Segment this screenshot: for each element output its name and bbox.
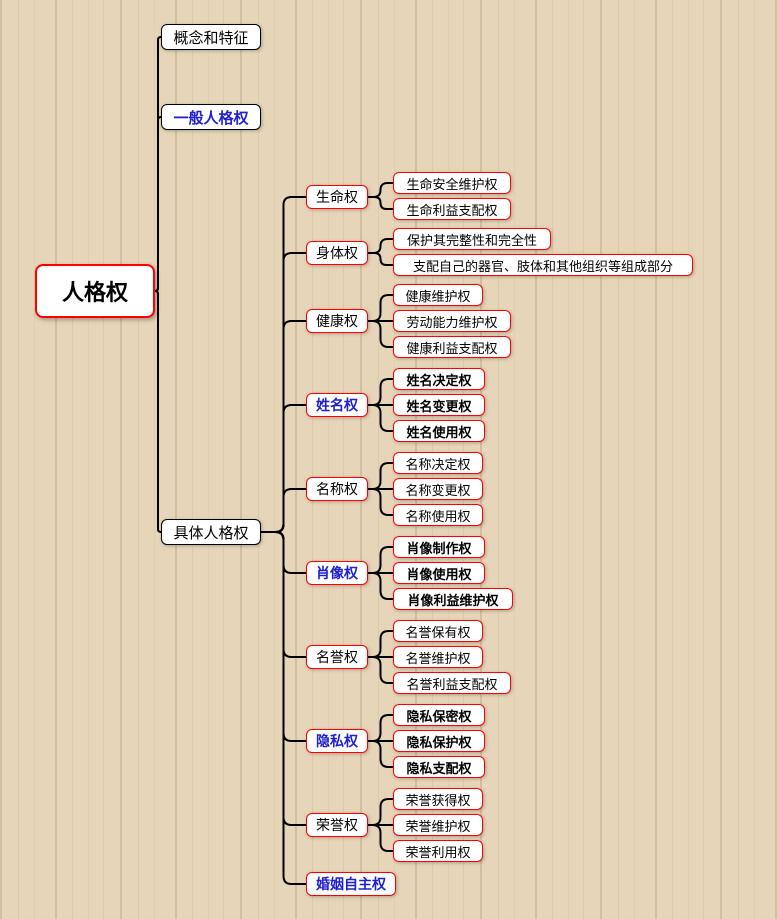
l3-node-body-2-label: 保护其完整性和完全性 (407, 230, 537, 249)
l3-node-reputation-18-label: 名誉利益支配权 (406, 674, 497, 693)
l3-node-honor-24-label: 荣誉利用权 (405, 842, 470, 861)
l3-node-portrait-15: 肖像利益维护权 (393, 588, 513, 610)
l3-node-honor-22-label: 荣誉获得权 (405, 790, 470, 809)
l3-node-portrait-13: 肖像制作权 (393, 536, 485, 558)
l2-node-portrait: 肖像权 (306, 561, 368, 585)
l3-node-health-5-label: 劳动能力维护权 (406, 312, 497, 331)
l3-node-honor-22: 荣誉获得权 (393, 788, 483, 810)
l2-node-name: 姓名权 (306, 393, 368, 417)
l1-node-specific-label: 具体人格权 (173, 522, 248, 543)
l3-node-name-9: 姓名使用权 (393, 420, 485, 442)
l3-node-life-1: 生命利益支配权 (393, 198, 511, 220)
l2-node-body-label: 身体权 (316, 243, 358, 263)
l3-node-health-6: 健康利益支配权 (393, 336, 511, 358)
l2-node-life-label: 生命权 (316, 187, 358, 207)
l3-node-title-12-label: 名称使用权 (405, 506, 470, 525)
l3-node-life-0: 生命安全维护权 (393, 172, 511, 194)
l2-node-honor: 荣誉权 (306, 813, 368, 837)
l3-node-title-12: 名称使用权 (393, 504, 483, 526)
l3-node-portrait-13-label: 肖像制作权 (406, 538, 471, 557)
l3-node-body-3-label: 支配自己的器官、肢体和其他组织等组成部分 (413, 256, 673, 275)
l3-node-privacy-21-label: 隐私支配权 (406, 758, 471, 777)
l3-node-reputation-17: 名誉维护权 (393, 646, 483, 668)
l2-node-privacy-label: 隐私权 (316, 731, 358, 751)
l3-node-health-4: 健康维护权 (393, 284, 483, 306)
l3-node-health-4-label: 健康维护权 (405, 286, 470, 305)
l2-node-body: 身体权 (306, 241, 368, 265)
l3-node-name-8-label: 姓名变更权 (406, 396, 471, 415)
l3-node-portrait-14-label: 肖像使用权 (406, 564, 471, 583)
l3-node-health-5: 劳动能力维护权 (393, 310, 511, 332)
l3-node-body-3: 支配自己的器官、肢体和其他组织等组成部分 (393, 254, 693, 276)
l2-node-marriage: 婚姻自主权 (306, 872, 396, 896)
l2-node-portrait-label: 肖像权 (316, 563, 358, 583)
l3-node-name-7-label: 姓名决定权 (406, 370, 471, 389)
l3-node-title-10-label: 名称决定权 (405, 454, 470, 473)
l3-node-privacy-19: 隐私保密权 (393, 704, 485, 726)
l3-node-life-1-label: 生命利益支配权 (406, 200, 497, 219)
background-wood (0, 0, 777, 919)
l3-node-reputation-17-label: 名誉维护权 (405, 648, 470, 667)
l2-node-reputation-label: 名誉权 (316, 647, 358, 667)
l2-node-title-label: 名称权 (316, 479, 358, 499)
l3-node-honor-23-label: 荣誉维护权 (405, 816, 470, 835)
l3-node-privacy-20-label: 隐私保护权 (406, 732, 471, 751)
l3-node-body-2: 保护其完整性和完全性 (393, 228, 551, 250)
l3-node-honor-23: 荣誉维护权 (393, 814, 483, 836)
l3-node-honor-24: 荣誉利用权 (393, 840, 483, 862)
l3-node-title-11-label: 名称变更权 (405, 480, 470, 499)
l3-node-reputation-16-label: 名誉保有权 (405, 622, 470, 641)
l2-node-title: 名称权 (306, 477, 368, 501)
l2-node-privacy: 隐私权 (306, 729, 368, 753)
l3-node-name-9-label: 姓名使用权 (406, 422, 471, 441)
l2-node-health: 健康权 (306, 309, 368, 333)
l2-node-honor-label: 荣誉权 (316, 815, 358, 835)
root-node: 人格权 (35, 264, 155, 318)
l1-node-general-label: 一般人格权 (173, 107, 248, 128)
l2-node-health-label: 健康权 (316, 311, 358, 331)
root-node-label: 人格权 (62, 275, 128, 307)
l3-node-life-0-label: 生命安全维护权 (406, 174, 497, 193)
l3-node-reputation-16: 名誉保有权 (393, 620, 483, 642)
l3-node-privacy-19-label: 隐私保密权 (406, 706, 471, 725)
l1-node-concept: 概念和特征 (161, 24, 261, 50)
l3-node-title-10: 名称决定权 (393, 452, 483, 474)
l1-node-concept-label: 概念和特征 (173, 27, 248, 48)
l3-node-privacy-20: 隐私保护权 (393, 730, 485, 752)
l3-node-health-6-label: 健康利益支配权 (406, 338, 497, 357)
l2-node-reputation: 名誉权 (306, 645, 368, 669)
l1-node-general: 一般人格权 (161, 104, 261, 130)
l3-node-name-7: 姓名决定权 (393, 368, 485, 390)
l2-node-name-label: 姓名权 (316, 395, 358, 415)
l2-node-marriage-label: 婚姻自主权 (316, 874, 386, 894)
l2-node-life: 生命权 (306, 185, 368, 209)
l3-node-name-8: 姓名变更权 (393, 394, 485, 416)
l3-node-title-11: 名称变更权 (393, 478, 483, 500)
l3-node-reputation-18: 名誉利益支配权 (393, 672, 511, 694)
l1-node-specific: 具体人格权 (161, 519, 261, 545)
l3-node-portrait-14: 肖像使用权 (393, 562, 485, 584)
l3-node-portrait-15-label: 肖像利益维护权 (407, 590, 498, 609)
l3-node-privacy-21: 隐私支配权 (393, 756, 485, 778)
